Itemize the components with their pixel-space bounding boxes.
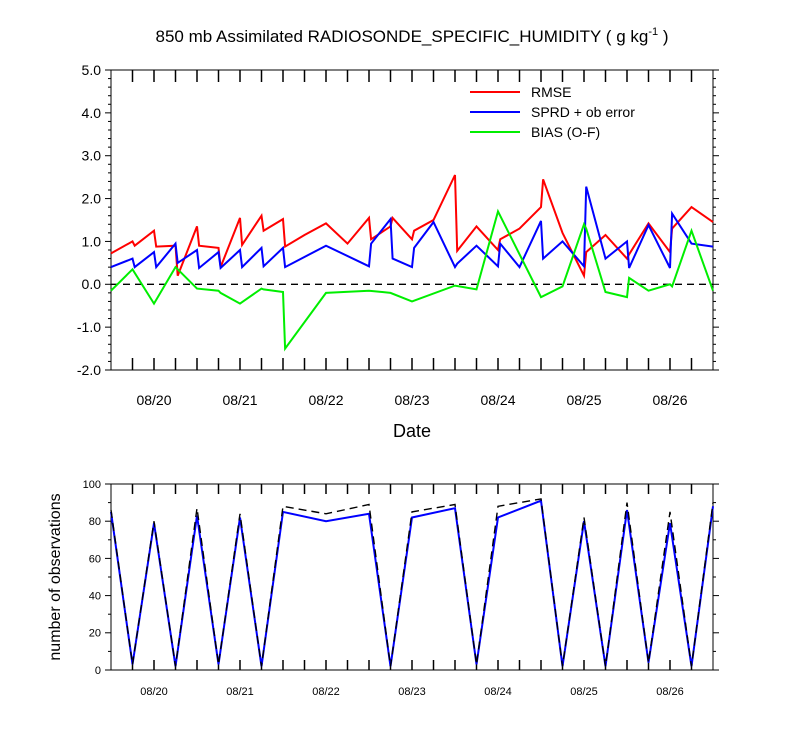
y-tick-label: 100	[83, 479, 101, 491]
series-line-bias-o-f	[110, 208, 714, 352]
title-end: )	[658, 27, 668, 46]
y-tick-label: -1.0	[77, 319, 101, 335]
x-tick-label: 08/23	[394, 392, 429, 408]
bottom-panel: 0 20 40 60 80 100 08/20 08/21 08/22 08/23 08/24 08/…	[83, 479, 719, 698]
y-tick-label: 40	[89, 590, 101, 602]
legend-label: BIAS (O-F)	[531, 124, 600, 140]
top-panel: 5.0 4.0 3.0 2.0 1.0 0.0 -1.0 -2.0 08/20 08/21 08/2…	[77, 62, 719, 408]
x-tick-label: 08/21	[226, 686, 254, 698]
title-exponent: -1	[648, 26, 658, 38]
y-tick-label: 4.0	[82, 105, 102, 121]
x-tick-label: 08/22	[312, 686, 340, 698]
legend-label: RMSE	[531, 84, 571, 100]
y-tick-label: 0.0	[82, 276, 102, 292]
x-tick-label: 08/23	[398, 686, 426, 698]
x-tick-label: 08/22	[308, 392, 343, 408]
x-tick-label: 08/26	[656, 686, 684, 698]
y-tick-label: 1.0	[82, 233, 102, 249]
x-tick-label: 08/20	[140, 686, 168, 698]
y-tick-label: -2.0	[77, 362, 101, 378]
series-line-assimilated	[110, 499, 714, 667]
y-tick-label: 60	[89, 553, 101, 565]
chart-title: 850 mb Assimilated RADIOSONDE_SPECIFIC_H…	[156, 26, 669, 46]
series-line-possible	[110, 498, 714, 667]
y-tick-label: 0	[95, 665, 101, 677]
x-tick-label: 08/26	[652, 392, 687, 408]
title-main: 850 mb Assimilated RADIOSONDE_SPECIFIC_H…	[156, 27, 649, 46]
y-tick-label: 3.0	[82, 148, 102, 164]
x-axis-label: Date	[393, 421, 431, 441]
y-axis-label-observations: number of observations	[47, 493, 64, 660]
x-tick-label: 08/25	[570, 686, 598, 698]
x-tick-label: 08/21	[222, 392, 257, 408]
series-line-sprd-ob-error	[110, 186, 714, 271]
x-tick-label: 08/25	[566, 392, 601, 408]
x-tick-label: 08/24	[484, 686, 512, 698]
y-tick-label: 80	[89, 516, 101, 528]
legend-label: SPRD + ob error	[531, 104, 635, 120]
x-tick-label: 08/20	[136, 392, 171, 408]
x-tick-label: 08/24	[480, 392, 515, 408]
y-tick-label: 2.0	[82, 190, 102, 206]
y-tick-label: 20	[89, 628, 101, 640]
y-tick-label: 5.0	[82, 62, 102, 78]
